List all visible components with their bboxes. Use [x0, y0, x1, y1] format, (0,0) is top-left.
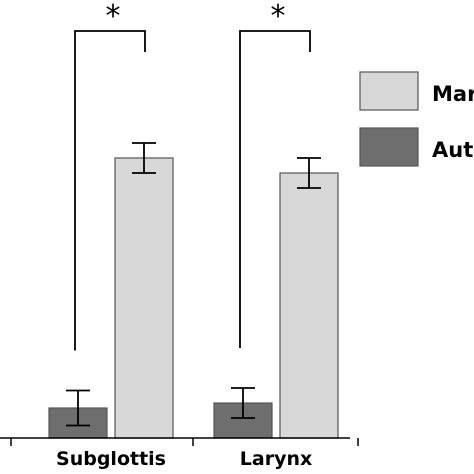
- significance-bracket-larynx: [239, 30, 311, 348]
- significance-star-larynx: *: [271, 0, 286, 34]
- significance-star-subglottis: *: [106, 0, 121, 34]
- bars-layer: [48, 157, 339, 439]
- legend-swatch-aut: [359, 127, 419, 167]
- x-tick-label-larynx: Larynx: [240, 448, 312, 470]
- legend: Mar Aut: [359, 71, 474, 167]
- legend-label-aut: Aut: [432, 138, 473, 162]
- significance-bracket-subglottis: [74, 30, 146, 351]
- error-bar-aut-subglottis: [66, 389, 90, 427]
- significance-layer: * *: [74, 0, 311, 351]
- x-tick-label-subglottis: Subglottis: [56, 448, 166, 470]
- x-ticks-layer: [10, 438, 359, 446]
- error-bars-layer: [66, 142, 321, 427]
- error-bar-mar-larynx: [297, 157, 321, 189]
- bar-mar-larynx: [279, 172, 339, 439]
- legend-label-mar: Mar: [432, 82, 474, 106]
- legend-swatch-mar: [359, 71, 419, 111]
- error-bar-mar-subglottis: [132, 142, 156, 174]
- error-bar-aut-larynx: [231, 387, 255, 419]
- bar-mar-subglottis: [114, 157, 174, 439]
